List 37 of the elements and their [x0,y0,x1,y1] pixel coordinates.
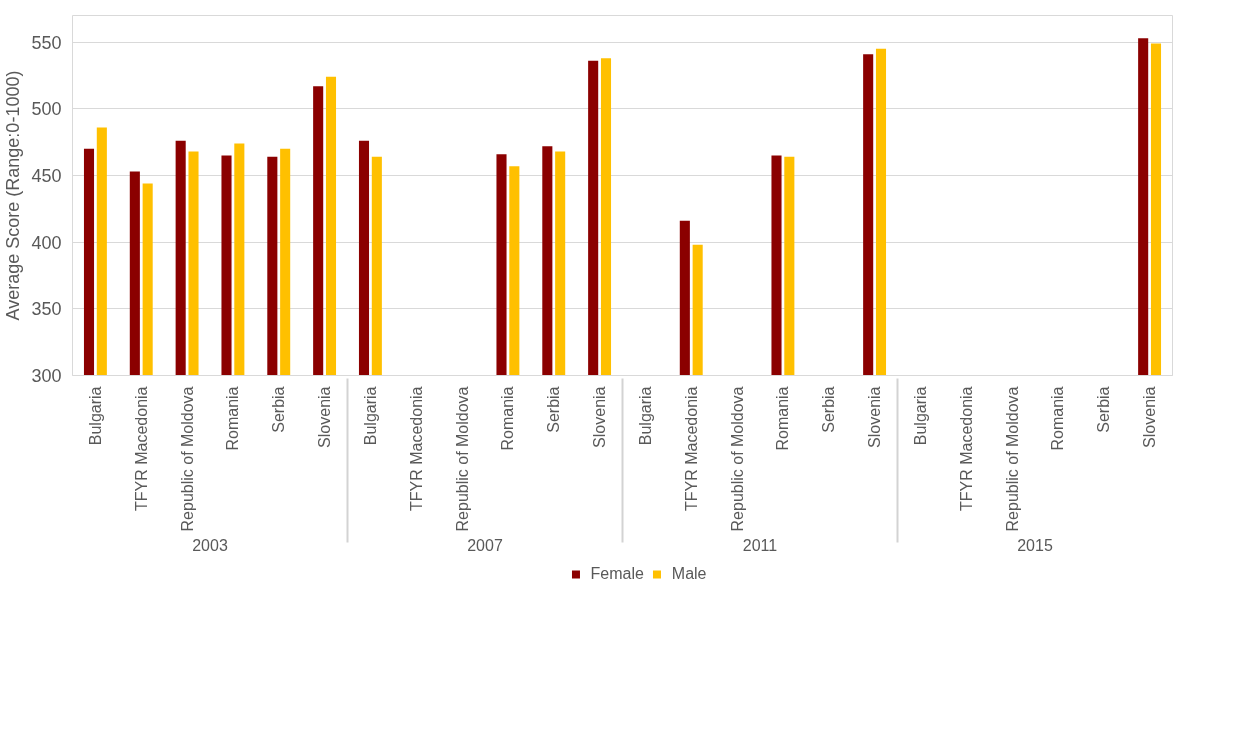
x-tick-label: Romania [774,386,792,451]
x-tick-label: Bulgaria [361,386,379,446]
x-tick-label: Romania [224,386,242,451]
x-tick-label: TFYR Macedonia [132,386,150,511]
x-tick-label: Bulgaria [86,386,104,446]
x-tick-label: Slovenia [591,386,609,448]
y-tick-label: 300 [31,366,62,386]
text: 2015 [1017,537,1053,555]
y-tick-label: 450 [31,166,62,186]
legend-label: Male [671,565,707,583]
x-tick-label: TFYR Macedonia [682,386,700,511]
y-tick-label: 400 [31,232,62,253]
x-tick-label: Republic of Moldova [453,386,471,532]
y-tick-label: 350 [31,299,62,320]
y-tick-label: 500 [31,99,62,120]
x-tick-label: Bulgaria [636,386,654,446]
x-tick-label: Serbia [545,386,563,433]
x-tick-label: Republic of Moldova [1003,386,1021,532]
x-tick-label: Romania [1049,386,1067,451]
x-tick-label: Slovenia [866,386,884,448]
y-axis-title: Average Score (Range:0-1000) [3,70,24,321]
legend-label: Female [590,565,644,583]
x-tick-label: Bulgaria [911,386,929,446]
x-tick-label: Serbia [1095,386,1113,433]
x-tick-label: TFYR Macedonia [957,386,975,511]
x-tick-label: Slovenia [316,386,334,448]
x-tick-label: Republic of Moldova [178,386,196,532]
text: 2011 [742,537,778,555]
text: 2007 [467,537,503,555]
x-tick-label: Republic of Moldova [728,386,746,532]
y-tick-label: 550 [31,32,62,53]
x-tick-label: Serbia [270,386,288,433]
x-tick-label: Serbia [820,386,838,433]
x-tick-label: TFYR Macedonia [407,386,425,511]
text: 2003 [192,537,228,555]
x-tick-label: Slovenia [1141,386,1159,448]
x-tick-label: Romania [499,386,517,451]
